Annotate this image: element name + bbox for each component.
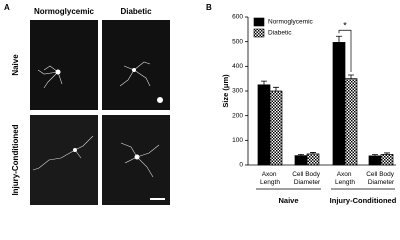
x-tick-label-line: Axon <box>262 171 279 178</box>
legend-swatch <box>253 28 265 38</box>
x-tick-label-line: Length <box>335 179 355 186</box>
x-tick-label: Axon Length <box>335 171 355 186</box>
y-tick-label: 200 <box>232 112 243 119</box>
bar <box>294 155 308 166</box>
bar <box>257 84 271 166</box>
error-bar <box>310 152 316 154</box>
error-bar <box>384 152 390 155</box>
y-axis-label: Size (μm) <box>221 74 230 108</box>
micrograph <box>30 115 98 205</box>
error-bar <box>348 74 354 79</box>
micrograph <box>102 20 170 110</box>
bar <box>368 155 382 166</box>
panel-a: A Normoglycemic Diabetic Naive Injury-Co… <box>4 3 170 205</box>
x-tick-label-line: Diameter <box>294 179 321 186</box>
x-tick-label: Cell Body Diameter <box>366 171 396 186</box>
x-tick-label-line: Cell Body <box>292 171 322 178</box>
x-tick-label: Axon Length <box>260 171 280 186</box>
bar <box>344 78 358 166</box>
bar <box>306 153 320 166</box>
x-tick-label-line: Diameter <box>368 179 395 186</box>
x-tick-label-line: Cell Body <box>366 171 396 178</box>
error-bar <box>273 86 279 91</box>
micrograph <box>102 115 170 205</box>
bar <box>332 42 346 166</box>
significance-bracket <box>338 29 352 72</box>
micrograph <box>30 20 98 110</box>
figure: A Normoglycemic Diabetic Naive Injury-Co… <box>4 3 397 205</box>
error-bar <box>298 153 304 156</box>
y-tick-label: 400 <box>232 63 243 70</box>
row-header: Naive <box>11 54 20 76</box>
error-bar <box>261 80 267 85</box>
error-bar <box>336 35 342 43</box>
x-tick-label: Cell Body Diameter <box>292 171 322 186</box>
y-tick-label: 600 <box>232 14 243 21</box>
legend-swatch <box>253 17 265 27</box>
y-tick-label: 100 <box>232 137 243 144</box>
group-label: Naive <box>278 196 298 205</box>
panel-label: A <box>4 3 10 12</box>
y-tick-label: 500 <box>232 38 243 45</box>
row-header: Injury-Conditioned <box>11 124 20 195</box>
bar <box>380 154 394 166</box>
significance-mark: * <box>343 21 347 31</box>
legend-label: Normoglycemic <box>268 19 314 26</box>
column-header: Diabetic <box>120 7 152 16</box>
neuron-traces <box>32 61 160 178</box>
group-label: Injury-Conditioned <box>330 196 397 205</box>
x-tick-label-line: Axon <box>337 171 354 178</box>
legend-label: Diabetic <box>268 30 292 37</box>
x-tick-label-line: Length <box>260 179 280 186</box>
error-bar <box>372 154 378 156</box>
panel-label: B <box>206 3 212 12</box>
cell-bodies <box>55 68 163 160</box>
y-tick-label: 300 <box>232 88 243 95</box>
y-tick-label: 0 <box>239 162 243 169</box>
bar <box>269 90 283 166</box>
column-header: Normoglycemic <box>34 7 95 16</box>
